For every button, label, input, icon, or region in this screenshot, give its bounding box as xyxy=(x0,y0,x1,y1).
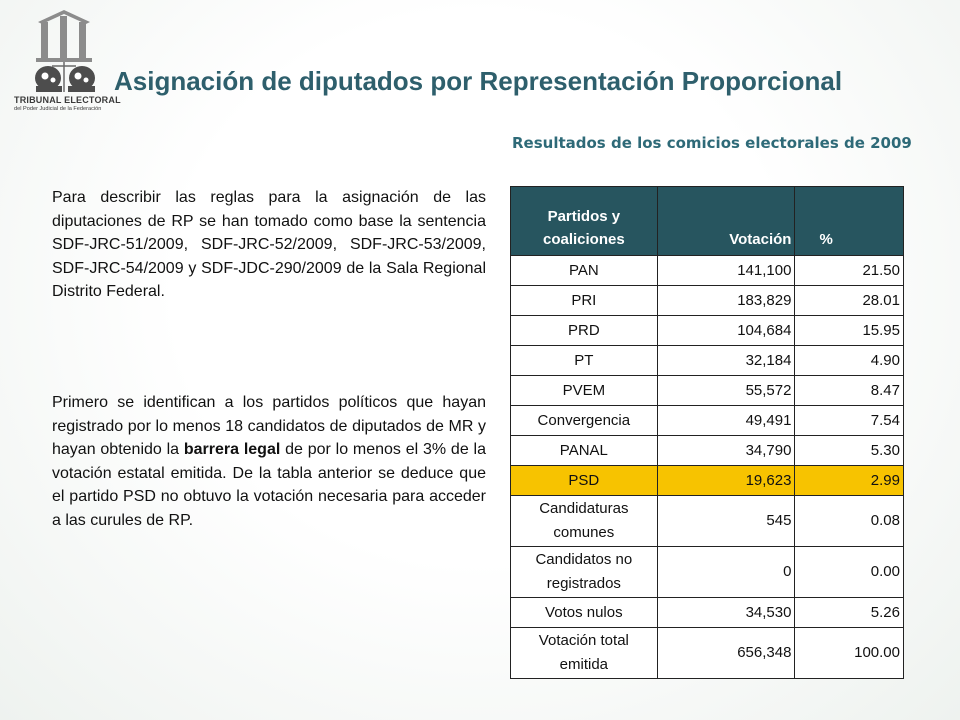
paragraph-text-after: de por lo menos el 3% de la votación est… xyxy=(52,441,486,529)
cell-party: PANAL xyxy=(510,435,658,466)
cell-votes: 34,530 xyxy=(656,597,796,628)
cell-percent: 21.50 xyxy=(794,255,904,286)
table-row: Candidatos no registrados 0 0.00 xyxy=(510,546,904,598)
cell-percent: 0.08 xyxy=(794,495,904,547)
table-row: PANAL 34,790 5.30 xyxy=(510,435,904,466)
cell-votes: 141,100 xyxy=(656,255,796,286)
logo-name: TRIBUNAL ELECTORAL xyxy=(14,95,121,105)
cell-party: PT xyxy=(510,345,658,376)
cell-percent: 100.00 xyxy=(794,627,904,679)
cell-votes: 19,623 xyxy=(656,465,796,496)
cell-votes: 49,491 xyxy=(656,405,796,436)
cell-percent: 7.54 xyxy=(794,405,904,436)
table-row: PRD 104,684 15.95 xyxy=(510,315,904,346)
table-row: Votos nulos 34,530 5.26 xyxy=(510,597,904,628)
table-row: Candidaturas comunes 545 0.08 xyxy=(510,495,904,547)
header-votes: Votación xyxy=(656,186,796,256)
logo-subtitle: del Poder Judicial de la Federación xyxy=(14,106,102,112)
cell-votes: 0 xyxy=(656,546,796,598)
paragraph-legal-threshold: Primero se identifican a los partidos po… xyxy=(52,391,486,532)
cell-votes: 104,684 xyxy=(656,315,796,346)
table-row: Convergencia 49,491 7.54 xyxy=(510,405,904,436)
table-title: Resultados de los comicios electorales d… xyxy=(512,134,912,152)
page-title: Asignación de diputados por Representaci… xyxy=(114,66,843,96)
cell-votes: 545 xyxy=(656,495,796,547)
cell-percent: 2.99 xyxy=(794,465,904,496)
paragraph-rules-basis: Para describir las reglas para la asigna… xyxy=(52,189,486,300)
table-row-total: Votación total emitida 656,348 100.00 xyxy=(510,627,904,679)
table-row-highlighted: PSD 19,623 2.99 xyxy=(510,465,904,496)
table-row: PRI 183,829 28.01 xyxy=(510,285,904,316)
header-party: Partidos y coaliciones xyxy=(510,186,658,256)
cell-votes: 34,790 xyxy=(656,435,796,466)
cell-party: Votos nulos xyxy=(510,597,658,628)
table-row: PT 32,184 4.90 xyxy=(510,345,904,376)
cell-party: PSD xyxy=(510,465,658,496)
header-percent: % xyxy=(794,186,904,256)
paragraph-bold-term: barrera legal xyxy=(183,441,281,458)
cell-percent: 4.90 xyxy=(794,345,904,376)
cell-party: Candidatos no registrados xyxy=(510,546,658,598)
cell-party: PRD xyxy=(510,315,658,346)
cell-party: Convergencia xyxy=(510,405,658,436)
cell-percent: 15.95 xyxy=(794,315,904,346)
logo-text: TRIBUNAL ELECTORAL del Poder Judicial de… xyxy=(14,96,124,113)
cell-percent: 28.01 xyxy=(794,285,904,316)
results-table: Partidos y coaliciones Votación % PAN 141… xyxy=(510,186,904,679)
cell-party: Votación total emitida xyxy=(510,627,658,679)
tribunal-electoral-logo-icon xyxy=(35,10,95,92)
cell-percent: 8.47 xyxy=(794,375,904,406)
cell-percent: 5.26 xyxy=(794,597,904,628)
cell-percent: 5.30 xyxy=(794,435,904,466)
table-row: PVEM 55,572 8.47 xyxy=(510,375,904,406)
cell-party: Candidaturas comunes xyxy=(510,495,658,547)
table-header-row: Partidos y coaliciones Votación % xyxy=(510,186,904,256)
table-row: PAN 141,100 21.50 xyxy=(510,255,904,286)
cell-votes: 32,184 xyxy=(656,345,796,376)
cell-votes: 55,572 xyxy=(656,375,796,406)
cell-party: PVEM xyxy=(510,375,658,406)
cell-percent: 0.00 xyxy=(794,546,904,598)
cell-votes: 183,829 xyxy=(656,285,796,316)
cell-votes: 656,348 xyxy=(656,627,796,679)
cell-party: PRI xyxy=(510,285,658,316)
cell-party: PAN xyxy=(510,255,658,286)
paragraph-text-before: Primero se identifican a los partidos po… xyxy=(52,394,486,458)
